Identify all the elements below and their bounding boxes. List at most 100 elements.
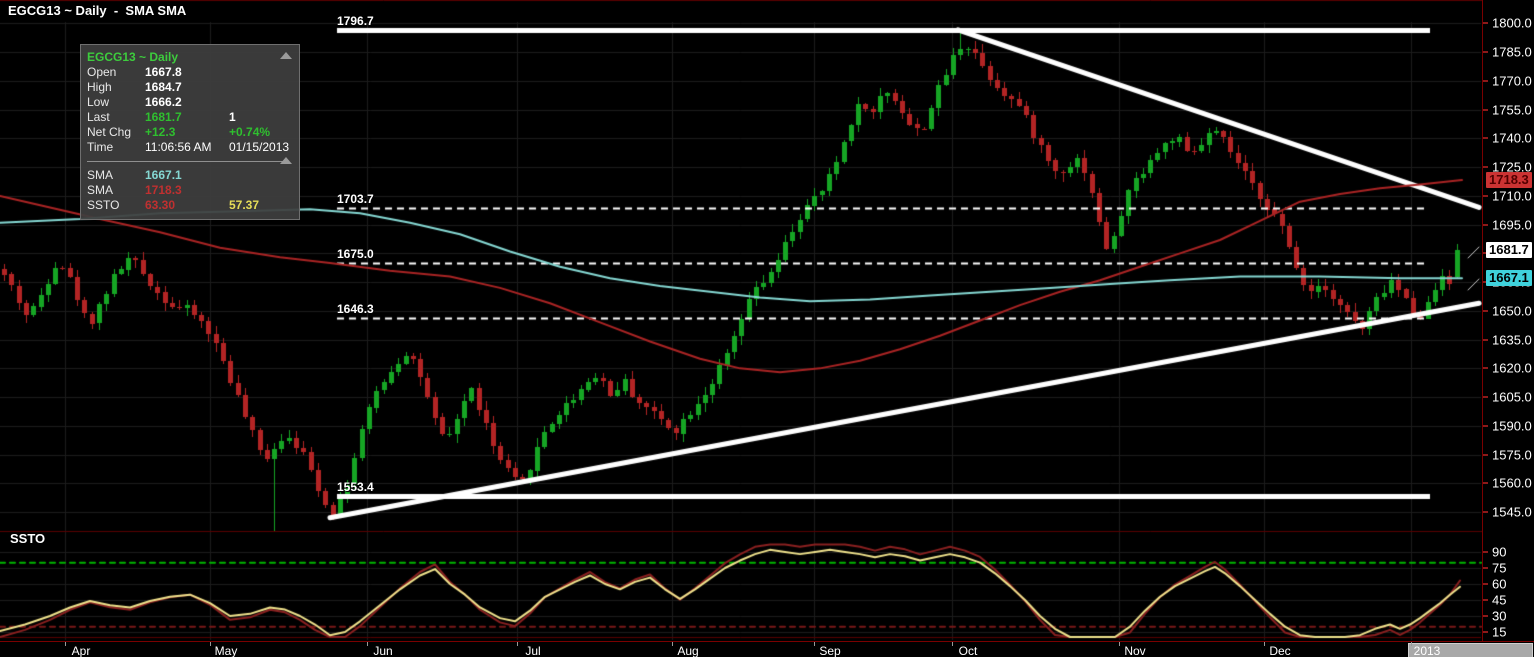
quote-row-label: Open (87, 65, 117, 79)
quote-row: High 1684.7 (87, 80, 293, 95)
time-axis-label: Apr (71, 644, 91, 657)
quote-row-extra (229, 183, 293, 198)
price-axis-tick (1483, 424, 1488, 427)
price-axis-tick (1483, 79, 1488, 82)
price-axis-tick-label: 1725.0 (1492, 159, 1532, 175)
quote-row: Open 1667.8 (87, 65, 293, 80)
price-axis-tick (1483, 51, 1488, 54)
quote-row-extra (229, 95, 293, 110)
ssto-axis-tick (1483, 582, 1488, 585)
time-axis-label: 2013 (1413, 644, 1441, 657)
scrollbar-thumb[interactable] (1408, 643, 1533, 657)
ssto-axis-tick (1483, 631, 1488, 633)
time-axis-tick (1411, 642, 1412, 646)
quote-row-value: 1681.7 (145, 110, 182, 124)
price-tag: 1667.1 (1486, 270, 1532, 287)
time-axis-tick (210, 642, 211, 646)
collapse-arrow-icon[interactable] (280, 52, 292, 59)
time-axis-tick (672, 642, 673, 646)
price-axis-tick-label: 1650.0 (1492, 303, 1532, 319)
quote-row-label: Last (87, 110, 110, 124)
price-axis-tick-label: 1755.0 (1492, 102, 1532, 118)
time-axis-label: May (214, 644, 238, 657)
price-axis-tick (1483, 309, 1488, 312)
quote-divider (87, 161, 283, 162)
quote-row-value: 1667.1 (145, 168, 182, 182)
quote-row-label: High (87, 80, 112, 94)
price-axis-tick-label: 1800.0 (1492, 15, 1532, 31)
time-axis-label: Nov (1124, 644, 1146, 657)
ssto-axis-tick (1483, 550, 1488, 553)
ssto-axis-tick-label: 30 (1492, 608, 1507, 624)
quote-row-extra: 01/15/2013 (229, 140, 290, 154)
price-tag: 1681.7 (1486, 242, 1532, 259)
collapse-arrow-icon[interactable] (280, 157, 292, 164)
price-level-label: 1675.0 (337, 246, 374, 261)
quote-row-value: 11:06:56 AM (145, 140, 212, 154)
quote-row-label: Time (87, 140, 114, 154)
quote-row: SSTO 63.30 57.37 (87, 198, 293, 213)
price-axis-tick-label: 1560.0 (1492, 475, 1532, 491)
ssto-axis-tick-label: 60 (1492, 576, 1507, 592)
time-axis-label: Aug (677, 644, 699, 657)
price-level-label: 1703.7 (337, 192, 374, 206)
ssto-axis-tick-label: 75 (1492, 560, 1507, 576)
ssto-axis-tick-label: 45 (1492, 592, 1507, 608)
price-axis-tick-label: 1740.0 (1492, 130, 1532, 146)
quote-row-label: SMA (87, 168, 114, 182)
price-axis[interactable]: 1800.0 1785.0 1770.0 1755.0 1740.0 1725.0 1710… (1482, 0, 1534, 641)
price-axis-tick-label: 1635.0 (1492, 332, 1532, 348)
price-axis-tick (1483, 166, 1488, 169)
quote-row-value: +12.3 (145, 125, 176, 139)
ssto-axis-tick (1483, 614, 1488, 617)
quote-row-extra: 57.37 (229, 198, 260, 212)
price-level-label: 1553.4 (337, 479, 374, 494)
quote-row-label: Low (87, 95, 110, 109)
price-axis-tick (1483, 396, 1488, 399)
price-axis-tick (1483, 137, 1488, 140)
time-axis-label: Jun (373, 644, 393, 657)
time-axis-tick (367, 642, 368, 646)
time-axis-label: Oct (958, 644, 978, 657)
quote-row-extra (229, 80, 293, 95)
time-axis-tick (65, 642, 66, 646)
quote-row-extra (229, 168, 293, 183)
price-axis-tick-label: 1590.0 (1492, 418, 1532, 434)
time-axis-tick (952, 642, 953, 646)
price-axis-tick (1483, 482, 1488, 485)
quote-row: Time 11:06:56 AM 01/15/2013 (87, 140, 293, 155)
quote-row: Last 1681.7 1 (87, 110, 293, 125)
time-axis-tick (814, 642, 815, 646)
time-axis[interactable]: Apr May Jun Jul Aug Sep Oct Nov Dec 2013 (0, 641, 1534, 657)
price-axis-tick (1483, 223, 1488, 226)
price-axis-tick (1483, 511, 1488, 514)
ssto-axis-tick-label: 90 (1492, 544, 1507, 560)
price-tag: 1718.3 (1486, 172, 1532, 189)
quote-row-label: Net Chg (87, 125, 132, 139)
price-axis-tick-label: 1575.0 (1492, 447, 1532, 463)
quote-row-value: 1684.7 (145, 80, 182, 94)
price-axis-tick-label: 1785.0 (1492, 44, 1532, 60)
price-axis-tick (1483, 453, 1488, 456)
price-axis-tick (1483, 194, 1488, 197)
quote-row-extra (229, 65, 293, 80)
quote-row-label: SSTO (87, 198, 120, 212)
price-axis-tick (1483, 338, 1488, 341)
ssto-axis-tick (1483, 598, 1488, 601)
quote-row-value: 63.30 (145, 198, 176, 212)
quote-row: SMA 1667.1 (87, 168, 293, 183)
ssto-axis-tick-label: 15 (1492, 624, 1507, 640)
quote-info-panel: EGCG13 ~ Daily Open 1667.8 High 1684.7 Low 16… (80, 44, 300, 220)
time-axis-tick (1119, 642, 1120, 646)
quote-row: SMA 1718.3 (87, 183, 293, 198)
time-axis-label: Sep (819, 644, 841, 657)
price-level-label: 1796.7 (337, 13, 374, 28)
quote-row-value: 1667.8 (145, 65, 182, 79)
time-axis-tick (517, 642, 518, 646)
time-axis-tick (1264, 642, 1265, 646)
price-axis-tick (1483, 108, 1488, 111)
chart-title: EGCG13 ~ Daily - SMA SMA (8, 3, 187, 18)
price-axis-tick-label: 1620.0 (1492, 360, 1532, 376)
ssto-axis-tick (1483, 566, 1488, 569)
